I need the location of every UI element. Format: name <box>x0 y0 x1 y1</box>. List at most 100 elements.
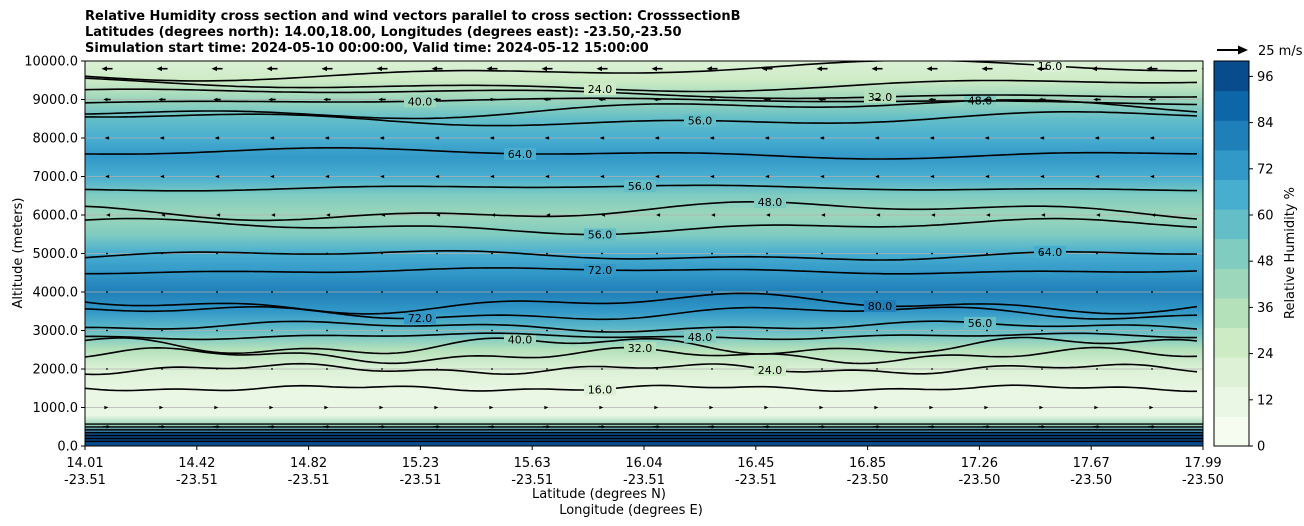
wind-vector-head-3-4 <box>325 174 330 179</box>
wind-vector-head-2-16 <box>984 136 989 140</box>
wind-vector-head-2-1 <box>159 136 164 140</box>
wind-vector-5-15 <box>931 252 933 255</box>
wind-vector-8-15 <box>931 368 933 370</box>
contour-line-3 <box>85 336 1198 355</box>
wind-vector-7-8 <box>546 329 548 332</box>
wind-vector-head-9-8 <box>544 405 549 410</box>
x-tick-label-lon-2: -23.51 <box>288 473 330 488</box>
contour-label-8: 72.0 <box>588 264 613 277</box>
wind-vector-7-2 <box>216 329 218 332</box>
y-axis: 0.0 1000.0 2000.0 3000.0 4000.0 5000.0 6000.0 7… <box>24 55 85 455</box>
wind-vector-8-12 <box>766 368 768 370</box>
wind-vector-head-2-11 <box>709 136 714 140</box>
wind-vector-7-18 <box>1096 329 1098 332</box>
contour-label-13: 64.0 <box>508 148 533 161</box>
quiver-key-label: 25 m/s <box>1258 44 1303 59</box>
wind-vector-8-11 <box>711 368 713 370</box>
wind-vector-head-2-9 <box>599 136 604 140</box>
wind-vector-8-10 <box>656 368 658 370</box>
wind-vector-head-4-12 <box>766 213 771 217</box>
wind-vector-head-3-11 <box>710 174 715 179</box>
x-tick-label-lat-9: 17.67 <box>1073 456 1110 471</box>
wind-vector-head-10-18 <box>1096 424 1101 429</box>
contour-label-bg-4 <box>684 330 716 343</box>
contour-line-18 <box>85 77 1198 93</box>
wind-vector-6-16 <box>986 291 988 293</box>
wind-vector-head-4-3 <box>271 213 276 217</box>
wind-vector-head-3-6 <box>435 174 440 179</box>
colorbar-label: Relative Humidity % <box>1283 187 1298 319</box>
wind-vector-head-0-5 <box>376 66 382 72</box>
wind-vector-head-9-2 <box>214 405 219 410</box>
colorbar-segment-1 <box>1214 386 1249 417</box>
wind-vector-8-20 <box>1206 368 1208 370</box>
x-tick-label-lat-4: 15.63 <box>514 456 551 471</box>
wind-vector-head-0-9 <box>596 66 602 72</box>
colorbar-segment-4 <box>1214 297 1249 329</box>
wind-vector-7-19 <box>1151 329 1153 332</box>
contour-label-0: 16.0 <box>588 383 613 396</box>
colorbar-tick-label-0: 0 <box>1257 440 1265 455</box>
wind-vector-head-4-7 <box>491 213 496 217</box>
wind-vector-head-2-18 <box>1094 136 1099 140</box>
x-tick-label-lat-5: 16.04 <box>625 456 662 471</box>
wind-vector-8-13 <box>821 368 823 370</box>
contour-label-9: 64.0 <box>1038 246 1063 259</box>
wind-vector-head-1-9 <box>598 97 603 102</box>
wind-vector-8-5 <box>381 368 383 370</box>
contour-label-bg-14 <box>684 114 716 127</box>
wind-vector-head-2-10 <box>654 136 659 140</box>
wind-vector-head-10-4 <box>326 424 331 429</box>
wind-vector-7-12 <box>766 329 768 332</box>
contour-label-6: 72.0 <box>408 312 433 325</box>
wind-vector-head-9-3 <box>269 405 274 410</box>
contour-line-5 <box>85 320 1198 333</box>
wind-vector-head-1-12 <box>763 97 768 102</box>
wind-vector-head-3-8 <box>545 174 550 179</box>
x-tick-label-lon-6: -23.51 <box>735 473 777 488</box>
x-tick-label-lat-6: 16.45 <box>737 456 774 471</box>
wind-vector-7-15 <box>931 329 933 332</box>
wind-vector-head-1-2 <box>213 97 218 102</box>
wind-vector-head-10-8 <box>546 424 551 429</box>
wind-vector-7-3 <box>271 329 273 332</box>
wind-vector-head-0-0 <box>101 66 107 72</box>
contour-label-bg-10 <box>584 228 616 241</box>
wind-vector-head-2-7 <box>489 136 494 140</box>
colorbar-tick-label-2: 24 <box>1257 347 1274 362</box>
wind-vector-head-2-17 <box>1039 136 1044 140</box>
wind-vector-6-0 <box>106 291 108 293</box>
contour-label-2: 32.0 <box>628 342 653 355</box>
wind-vector-8-17 <box>1041 368 1043 370</box>
colorbar-segment-7 <box>1214 209 1249 240</box>
x-tick-label-lon-7: -23.50 <box>847 473 889 488</box>
wind-vector-head-0-19 <box>1146 66 1152 72</box>
wind-vector-head-4-4 <box>326 213 331 217</box>
wind-vector-head-10-2 <box>216 424 221 429</box>
contour-label-10: 56.0 <box>588 228 613 241</box>
wind-vector-8-1 <box>161 368 163 370</box>
wind-vector-head-3-0 <box>105 174 110 179</box>
wind-vector-7-7 <box>491 329 493 332</box>
wind-vector-head-3-5 <box>380 174 385 179</box>
wind-vector-head-9-15 <box>929 405 934 410</box>
wind-vector-8-0 <box>106 368 108 370</box>
wind-vector-8-16 <box>986 368 988 370</box>
contour-label-bg-2 <box>624 342 656 355</box>
wind-vector-5-0 <box>106 252 108 255</box>
wind-vector-5-4 <box>326 252 328 255</box>
x-tick-label-lon-0: -23.51 <box>64 473 106 488</box>
y-tick-label-1: 1000.0 <box>33 401 79 416</box>
wind-vector-head-1-11 <box>708 97 713 102</box>
wind-vector-5-10 <box>656 252 658 255</box>
contour-label-16: 40.0 <box>408 95 433 108</box>
wind-vector-6-12 <box>766 291 768 293</box>
x-tick-label-lon-3: -23.51 <box>399 473 441 488</box>
wind-vector-head-0-11 <box>706 66 712 72</box>
wind-vector-head-3-2 <box>215 174 220 179</box>
wind-vector-head-2-2 <box>214 136 219 140</box>
wind-vector-5-17 <box>1041 252 1043 255</box>
wind-vector-head-0-7 <box>486 66 492 72</box>
x-tick-label-lat-0: 14.01 <box>66 456 103 471</box>
